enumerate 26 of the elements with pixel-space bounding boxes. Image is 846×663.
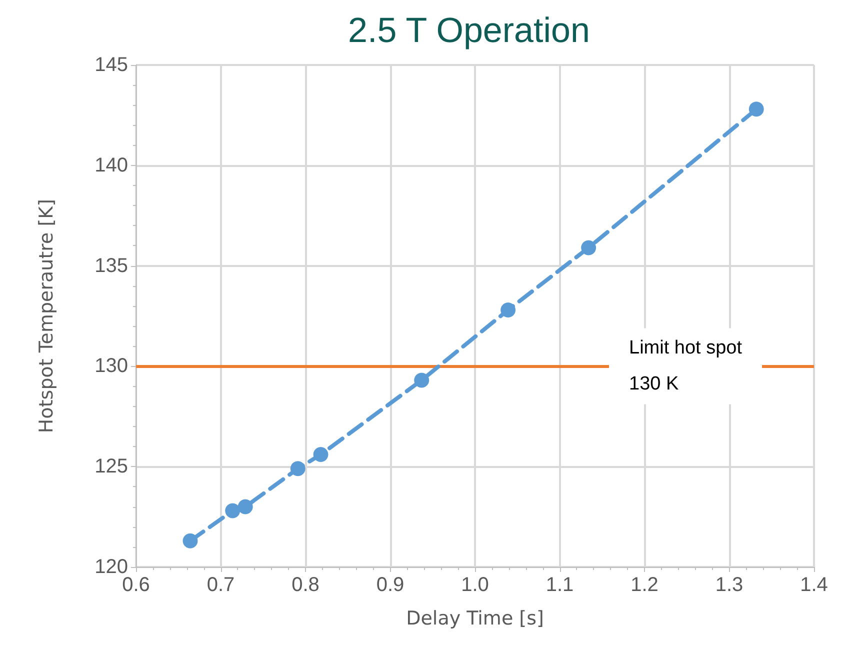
y-axis-title: Hotspot Temperautre [K] xyxy=(36,198,58,434)
point xyxy=(748,102,764,117)
point xyxy=(225,503,240,518)
point xyxy=(182,533,198,548)
y-tick-label: 130 xyxy=(94,355,128,378)
y-tick-label: 135 xyxy=(94,254,128,277)
y-tick-label: 140 xyxy=(94,154,128,176)
x-tick-label: 1.1 xyxy=(546,574,574,596)
point xyxy=(581,240,596,256)
x-tick-label: 1.2 xyxy=(630,574,658,596)
x-tick-label: 1.3 xyxy=(715,574,744,596)
x-tick-label: 1.4 xyxy=(800,574,828,596)
chart-title: 2.5 T Operation xyxy=(348,11,590,50)
y-tick-label: 145 xyxy=(94,54,128,76)
point xyxy=(290,461,306,476)
point xyxy=(238,499,253,514)
point xyxy=(500,302,516,318)
x-tick-label: 0.8 xyxy=(292,574,320,596)
x-tick-label: 0.7 xyxy=(206,574,235,596)
y-tick-label: 125 xyxy=(94,456,128,478)
point xyxy=(313,447,328,462)
point xyxy=(414,372,430,388)
x-axis-title: Delay Time [s] xyxy=(406,608,544,630)
x-tick-label: 0.9 xyxy=(376,574,404,596)
ref-line-label: Limit hot spot 130 K xyxy=(629,338,743,395)
x-tick-label: 1.0 xyxy=(461,574,489,596)
